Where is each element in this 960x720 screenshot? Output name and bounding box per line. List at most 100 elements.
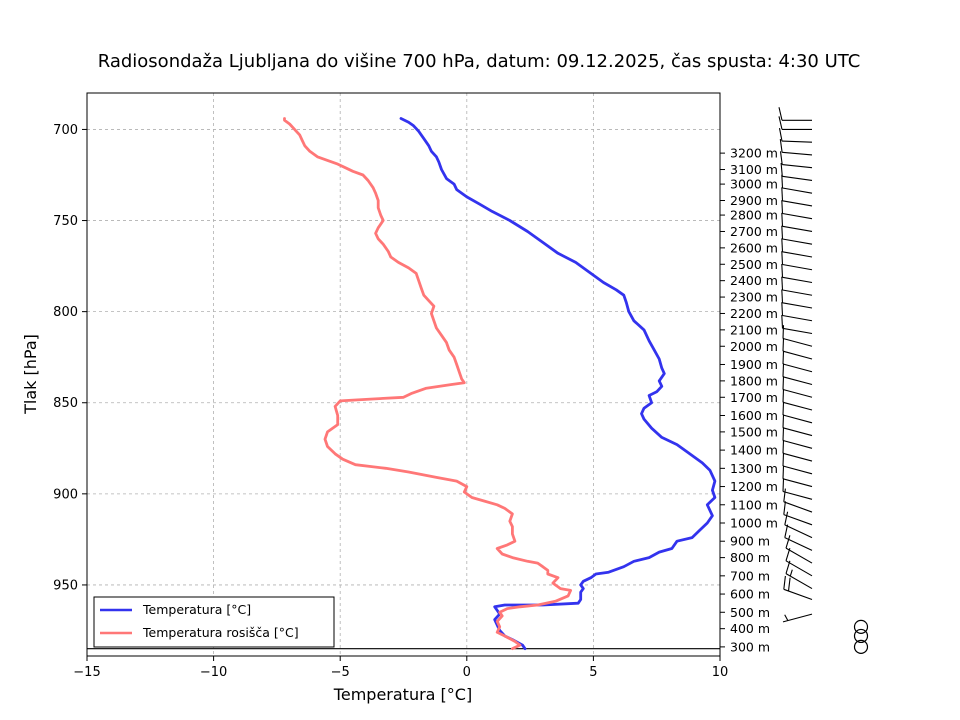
wind-barb	[782, 350, 813, 373]
altitude-label: 700 m	[730, 568, 770, 583]
wind-barb-shaft	[782, 276, 813, 284]
wind-barb-full-feather	[781, 314, 784, 329]
wind-barb-full-feather	[781, 225, 784, 240]
wind-barb-shaft	[782, 465, 813, 475]
x-tick-label: 0	[463, 665, 471, 680]
wind-barb	[782, 337, 813, 360]
altitude-label: 1200 m	[730, 479, 778, 494]
y-tick-label: 950	[53, 578, 78, 593]
altitude-label: 2800 m	[730, 208, 778, 223]
wind-barb-full-feather	[781, 174, 784, 189]
wind-barb-shaft	[782, 164, 813, 169]
plot-area	[86, 92, 721, 657]
grid-lines	[87, 93, 720, 656]
wind-barb-shaft	[782, 427, 813, 437]
altitude-label: 1800 m	[730, 373, 778, 388]
altitude-label: 2900 m	[730, 193, 778, 208]
wind-barb	[780, 162, 813, 182]
wind-barb	[783, 501, 813, 526]
wind-barb-shaft	[783, 514, 813, 526]
wind-barb	[781, 174, 813, 194]
wind-barb-full-feather	[779, 139, 783, 153]
wind-barb-full-feather	[783, 575, 786, 590]
wind-barb-full-feather	[782, 427, 785, 441]
altitude-label: 1400 m	[730, 443, 778, 458]
x-tick-label: −15	[73, 665, 100, 680]
wind-barb-shaft	[782, 452, 813, 462]
wind-barb-full-feather	[784, 524, 789, 538]
wind-barb	[781, 314, 813, 335]
legend-label-temperature: Temperatura [°C]	[142, 602, 251, 617]
wind-barb-shaft	[784, 537, 813, 551]
altitude-label: 400 m	[730, 621, 770, 636]
altitude-label: 2400 m	[730, 273, 778, 288]
y-tick-label: 750	[53, 214, 78, 229]
wind-barb-full-feather	[781, 263, 784, 278]
series-layer	[283, 117, 717, 651]
wind-barb	[785, 535, 813, 564]
wind-barb-shaft	[782, 151, 813, 156]
wind-barb-full-feather	[781, 200, 784, 214]
wind-barb	[783, 575, 813, 601]
wind-barb	[779, 151, 813, 169]
wind-barbs	[778, 107, 869, 654]
wind-barb-full-feather	[785, 535, 791, 549]
wind-barb	[782, 325, 813, 347]
wind-barb-full-feather	[782, 350, 785, 365]
wind-barb	[782, 439, 813, 462]
wind-barb-full-feather	[782, 325, 785, 339]
wind-barb-full-feather	[782, 452, 785, 467]
wind-barb	[782, 401, 813, 424]
wind-barb-shaft	[785, 560, 813, 577]
altitude-label: 1600 m	[730, 408, 778, 423]
wind-barb-shaft	[782, 388, 813, 398]
wind-barb-shaft	[782, 490, 813, 500]
wind-barb-full-feather	[782, 414, 785, 428]
wind-barb	[781, 238, 813, 258]
wind-barb-full-feather	[780, 162, 783, 177]
altitude-label: 1700 m	[730, 390, 778, 405]
wind-barb-shaft	[782, 376, 813, 386]
wind-barb-full-feather	[782, 401, 785, 416]
wind-barb	[784, 511, 813, 539]
wind-barb-shaft	[782, 401, 813, 411]
temperature-line	[399, 117, 717, 651]
wind-barb	[781, 187, 813, 207]
wind-barb	[782, 613, 813, 623]
altitude-label: 2100 m	[730, 322, 778, 337]
wind-barb-full-feather	[784, 511, 789, 526]
wind-barb-full-feather	[778, 107, 783, 121]
wind-barb-shaft	[781, 140, 813, 143]
wind-barb-shaft	[782, 327, 813, 335]
altitude-label: 2500 m	[730, 257, 778, 272]
wind-barb-full-feather	[782, 388, 785, 403]
wind-barb	[781, 276, 813, 296]
wind-barb-full-feather	[781, 302, 784, 316]
wind-barb	[782, 465, 813, 488]
wind-barb-shaft	[783, 501, 813, 513]
altitude-label: 500 m	[730, 605, 770, 620]
altitude-label: 1900 m	[730, 357, 778, 372]
calm-wind-circle	[853, 628, 869, 644]
y-tick-label: 800	[53, 305, 78, 320]
wind-barb	[782, 376, 813, 398]
wind-barb	[782, 478, 813, 500]
wind-barb	[782, 388, 813, 411]
altitude-label: 2600 m	[730, 240, 778, 255]
wind-barb-shaft	[782, 350, 813, 360]
altitude-label: 600 m	[730, 587, 770, 602]
wind-barb	[781, 225, 813, 245]
altitude-label: 900 m	[730, 534, 770, 549]
x-axis-ticks: −15 −10 −5 0 5 10	[73, 656, 728, 680]
altitude-label: 1100 m	[730, 497, 778, 512]
wind-barb-full-feather	[779, 151, 783, 165]
x-tick-label: 5	[589, 665, 597, 680]
x-tick-label: 10	[712, 665, 729, 680]
wind-barb-full-feather	[778, 116, 783, 130]
wind-barb-full-feather	[781, 276, 784, 291]
legend-label-dewpoint: Temperatura rosišča [°C]	[142, 625, 299, 640]
altitude-label: 1500 m	[730, 424, 778, 439]
chart-title: Radiosondaža Ljubljana do višine 700 hPa…	[98, 51, 861, 72]
altitude-label: 2200 m	[730, 306, 778, 321]
legend-box	[93, 596, 335, 648]
